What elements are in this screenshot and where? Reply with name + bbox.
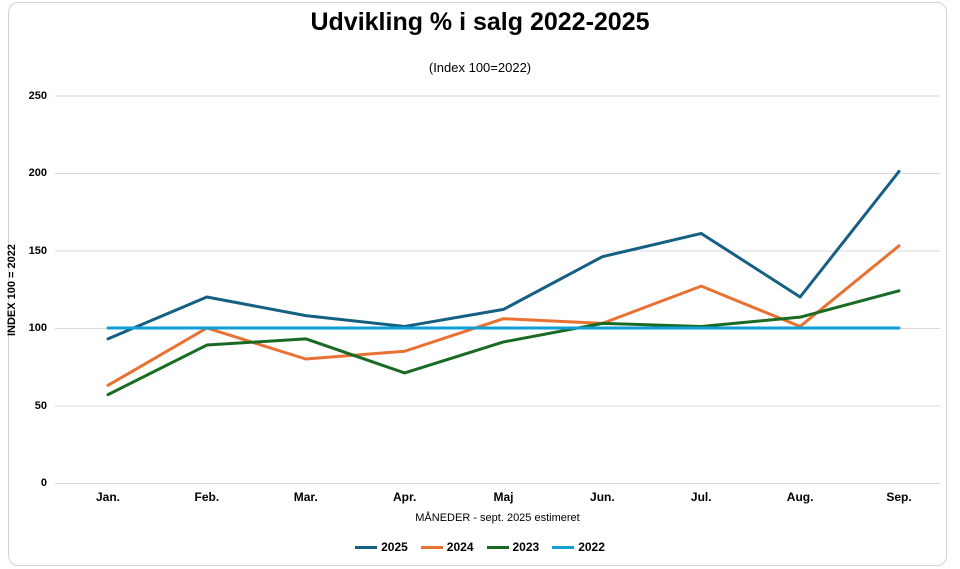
y-tick-label: 50 (34, 399, 47, 412)
chart-title: Udvikling % i salg 2022-2025 (310, 8, 650, 36)
legend-line-icon (420, 545, 443, 549)
x-tick-label: Jul. (690, 490, 712, 504)
x-tick-label: Mar. (293, 490, 318, 504)
legend-item-2024: 2024 (420, 540, 474, 554)
legend-item-2025: 2025 (355, 540, 408, 554)
x-tick-label: Jun. (590, 490, 615, 504)
legend-line-icon (355, 545, 378, 549)
y-tick-label: 100 (28, 322, 47, 334)
legend-item-2023: 2023 (486, 540, 540, 554)
legend-line-icon (552, 545, 575, 549)
chart-subtitle: (Index 100=2022) (428, 60, 532, 75)
series-line-2024 (106, 244, 901, 387)
series-line-2025 (106, 169, 901, 341)
legend: 2025 2024 2023 2022 (0, 540, 960, 554)
legend-label: 2024 (446, 540, 474, 554)
y-tick-label: 0 (40, 477, 47, 489)
x-tick-label: Apr. (392, 490, 417, 504)
x-axis-title: MÅNEDER - sept. 2025 estimeret (415, 512, 580, 524)
legend-label: 2023 (512, 540, 540, 554)
y-tick-label: 250 (28, 89, 47, 102)
legend-label: 2022 (578, 540, 605, 554)
x-tick-label: Aug. (786, 490, 814, 504)
legend-item-2022: 2022 (552, 540, 605, 554)
y-tick-label: 150 (28, 244, 47, 257)
legend-label: 2025 (381, 540, 408, 554)
x-tick-label: Jan. (95, 490, 120, 504)
y-tick-label: 200 (28, 167, 47, 179)
x-tick-label: Maj (493, 490, 514, 504)
x-tick-label: Feb. (194, 490, 220, 504)
y-axis-title: INDEX 100 = 2022 (6, 243, 18, 337)
legend-line-icon (486, 545, 509, 549)
series-line-2023 (106, 289, 901, 397)
x-tick-label: Sep. (886, 490, 912, 504)
